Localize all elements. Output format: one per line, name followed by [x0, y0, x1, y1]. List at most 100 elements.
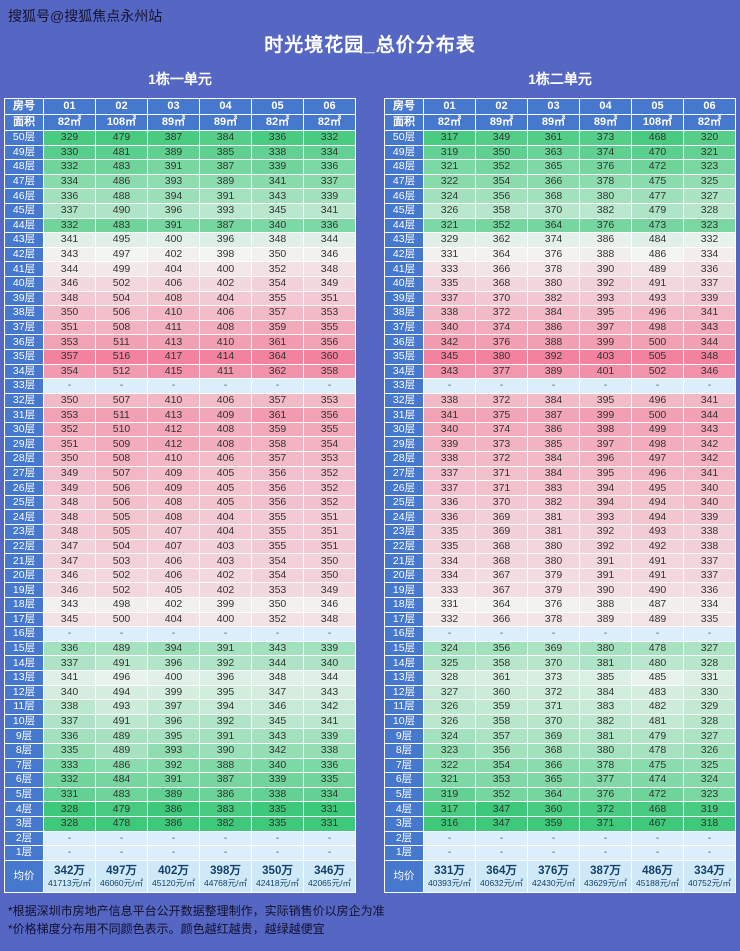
floor-label: 41层 [4, 261, 44, 277]
price-cell: 408 [147, 290, 200, 307]
price-cell: 497 [631, 451, 684, 467]
price-cell: 347 [43, 553, 96, 569]
price-cell: 479 [95, 801, 148, 817]
floor-row: 13层 328 361 373 385 485 331 [384, 669, 736, 686]
price-cell: 468 [631, 801, 684, 817]
empty-cell: - [423, 626, 476, 642]
floor-row: 38层 350 506 410 406 357 353 [4, 305, 356, 321]
price-cell: 368 [527, 188, 580, 204]
floor-label: 20层 [384, 567, 424, 584]
column-header: 03 [147, 98, 200, 115]
price-cell: 486 [95, 173, 148, 190]
price-cell: 405 [199, 465, 252, 482]
empty-cell: - [303, 626, 356, 642]
price-cell: 354 [251, 275, 304, 292]
price-cell: 357 [475, 728, 528, 744]
area-cell: 89㎡ [475, 114, 528, 131]
average-row: 均价 342万 41713元/㎡ 497万 46060元/㎡ 402万 45120元/㎡ 39… [4, 859, 356, 893]
empty-cell: - [43, 626, 96, 642]
price-cell: 361 [251, 334, 304, 350]
price-cell: 475 [631, 173, 684, 190]
room-number-label: 房号 [384, 98, 424, 115]
price-cell: 322 [423, 173, 476, 190]
price-cell: 346 [43, 582, 96, 598]
average-price-cell: 342万 41713元/㎡ [43, 859, 96, 893]
price-cell: 336 [43, 728, 96, 744]
floor-label: 8层 [384, 742, 424, 759]
price-cell: 335 [251, 801, 304, 817]
price-cell: 511 [95, 407, 148, 423]
section-title-unit-1: 1栋一单元 [148, 71, 212, 87]
empty-cell: - [527, 626, 580, 642]
price-cell: 374 [475, 421, 528, 438]
price-cell: 408 [199, 319, 252, 336]
price-cell: 352 [251, 611, 304, 628]
price-cell: 331 [423, 246, 476, 263]
watermark-account: 搜狐号@搜狐焦点永州站 [8, 8, 163, 24]
floor-label: 18层 [4, 597, 44, 613]
floor-label: 2层 [4, 830, 44, 847]
price-cell: 346 [303, 246, 356, 263]
price-cell: 364 [251, 348, 304, 365]
price-cell: 396 [147, 202, 200, 219]
price-cell: 344 [251, 655, 304, 671]
floor-label: 14层 [4, 655, 44, 671]
empty-cell: - [475, 845, 528, 861]
price-cell: 376 [527, 246, 580, 263]
price-cell: 381 [579, 728, 632, 744]
price-cell: 380 [579, 742, 632, 759]
price-cell: 389 [199, 173, 252, 190]
price-cell: 377 [475, 363, 528, 380]
floor-row: 30层 340 374 386 398 499 343 [384, 421, 736, 438]
price-cell: 343 [43, 246, 96, 263]
price-cell: 324 [423, 188, 476, 204]
floor-row: 4层 328 479 386 383 335 331 [4, 801, 356, 817]
floor-label: 15层 [384, 640, 424, 657]
price-cell: 332 [303, 130, 356, 146]
price-cell: 336 [303, 757, 356, 774]
price-cell: 352 [251, 261, 304, 277]
floor-row: 31层 353 511 413 409 361 356 [4, 407, 356, 423]
price-cell: 378 [527, 611, 580, 628]
floor-label: 23层 [384, 524, 424, 540]
price-cell: 345 [43, 611, 96, 628]
floor-label: 1层 [4, 845, 44, 861]
empty-cell: - [147, 626, 200, 642]
price-cell: 355 [251, 524, 304, 540]
price-cell: 364 [475, 246, 528, 263]
tables-container: 1栋一单元 房号 01 02 03 04 05 06 面积 82㎡ 108㎡ 89㎡ 89㎡ 82㎡ 82… [0, 69, 740, 893]
floor-row: 2层 - - - - - - [4, 830, 356, 847]
average-unit-price: 42418元/㎡ [256, 878, 299, 889]
average-price-cell: 402万 45120元/㎡ [147, 859, 200, 893]
price-cell: 371 [475, 465, 528, 482]
price-cell: 357 [251, 451, 304, 467]
price-cell: 349 [43, 465, 96, 482]
price-cell: 485 [631, 669, 684, 686]
empty-cell: - [95, 378, 148, 394]
price-cell: 380 [475, 348, 528, 365]
price-cell: 507 [95, 465, 148, 482]
price-cell: 383 [527, 480, 580, 496]
price-cell: 404 [199, 509, 252, 526]
empty-cell: - [631, 378, 684, 394]
price-cell: 409 [147, 480, 200, 496]
floor-row: 2层 - - - - - - [384, 830, 736, 847]
price-cell: 326 [423, 202, 476, 219]
average-total-price: 346万 [314, 865, 345, 878]
price-cell: 346 [43, 275, 96, 292]
price-cell: 397 [579, 436, 632, 453]
floor-label: 50层 [384, 130, 424, 146]
empty-cell: - [683, 626, 736, 642]
price-cell: 392 [527, 348, 580, 365]
price-cell: 359 [251, 421, 304, 438]
average-price-cell: 376万 42430元/㎡ [527, 859, 580, 893]
floor-label: 31层 [4, 407, 44, 423]
price-cell: 481 [95, 144, 148, 161]
floor-row: 43层 329 362 374 386 484 332 [384, 232, 736, 248]
price-cell: 386 [147, 815, 200, 832]
price-cell: 414 [199, 348, 252, 365]
floor-row: 9层 336 489 395 391 343 339 [4, 728, 356, 744]
floor-row: 36层 342 376 388 399 500 344 [384, 334, 736, 350]
column-header: 02 [475, 98, 528, 115]
price-cell: 496 [95, 669, 148, 686]
